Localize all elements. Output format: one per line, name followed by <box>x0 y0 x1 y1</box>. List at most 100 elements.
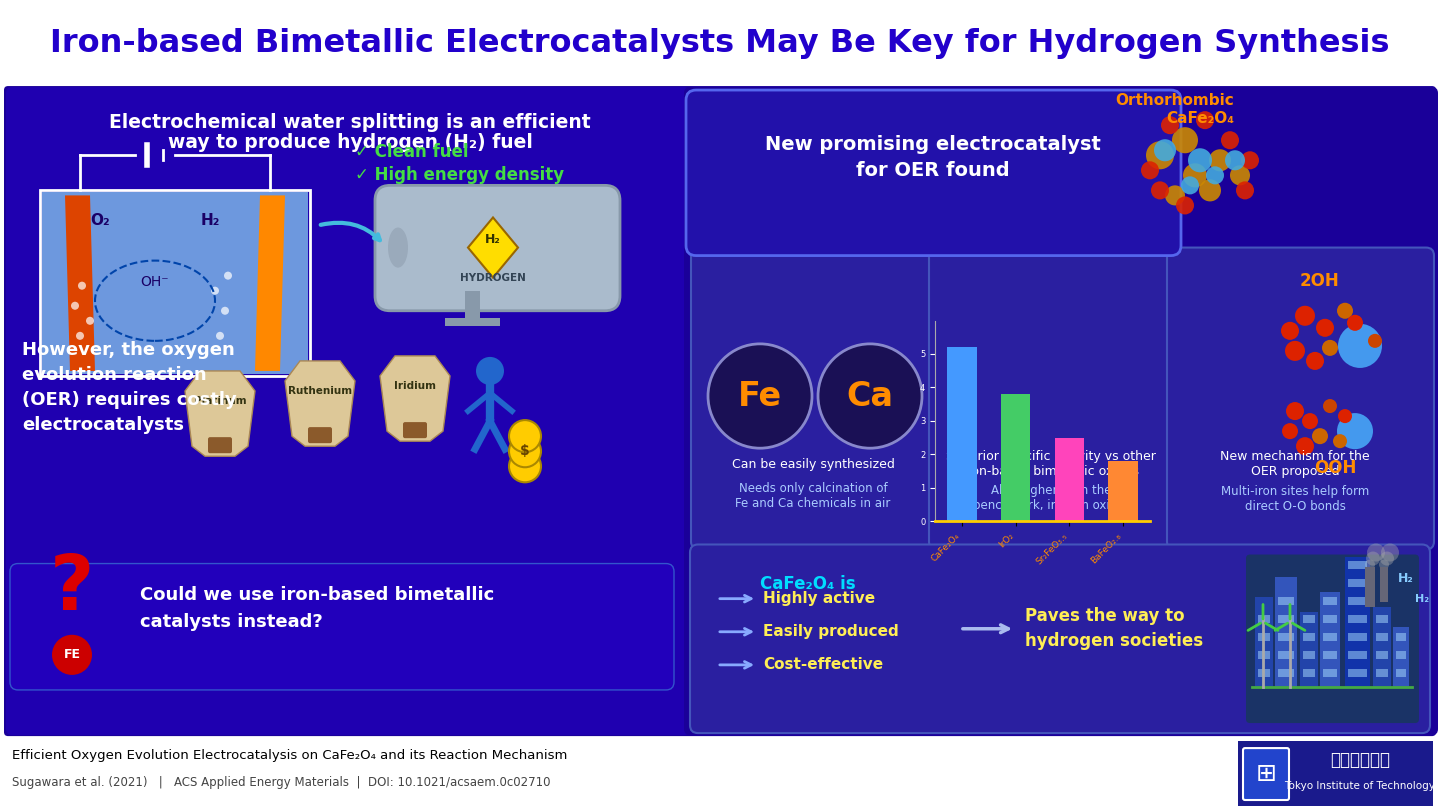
Text: Tokyo Institute of Technology: Tokyo Institute of Technology <box>1284 781 1436 791</box>
Bar <box>1001 394 1031 522</box>
Circle shape <box>220 307 229 315</box>
Circle shape <box>1336 303 1354 319</box>
Circle shape <box>1181 177 1200 194</box>
Circle shape <box>1323 399 1336 413</box>
Bar <box>1279 650 1295 659</box>
Circle shape <box>1161 116 1179 134</box>
Text: ✓ High energy density: ✓ High energy density <box>356 166 564 185</box>
Bar <box>1323 650 1336 659</box>
Text: Paves the way to
hydrogen societies: Paves the way to hydrogen societies <box>1025 608 1204 650</box>
Circle shape <box>1368 334 1382 347</box>
Bar <box>1377 669 1388 677</box>
Circle shape <box>1367 552 1380 565</box>
FancyBboxPatch shape <box>308 427 333 443</box>
Circle shape <box>1338 409 1352 423</box>
Bar <box>1348 650 1367 659</box>
Text: CaFe₂O₄ is: CaFe₂O₄ is <box>760 574 855 593</box>
Polygon shape <box>184 371 255 456</box>
Bar <box>1380 566 1388 602</box>
Bar <box>1365 566 1375 607</box>
Bar <box>1303 650 1315 659</box>
Text: Needs only calcination of
Fe and Ca chemicals in air: Needs only calcination of Fe and Ca chem… <box>736 482 891 510</box>
FancyBboxPatch shape <box>42 193 308 374</box>
Bar <box>1348 561 1367 569</box>
FancyBboxPatch shape <box>1246 555 1418 723</box>
Text: Could we use iron-based bimetallic
catalysts instead?: Could we use iron-based bimetallic catal… <box>140 586 494 631</box>
FancyBboxPatch shape <box>690 544 1430 733</box>
Circle shape <box>1176 196 1194 215</box>
Circle shape <box>1184 164 1207 187</box>
Circle shape <box>1221 131 1238 149</box>
Circle shape <box>508 420 541 452</box>
Circle shape <box>1380 560 1390 569</box>
Circle shape <box>1381 544 1400 561</box>
FancyBboxPatch shape <box>1238 741 1433 806</box>
Circle shape <box>508 450 541 482</box>
Polygon shape <box>255 195 285 371</box>
Circle shape <box>1225 150 1246 170</box>
Text: Platinum: Platinum <box>194 396 246 406</box>
Text: 2OH: 2OH <box>1300 271 1339 290</box>
Bar <box>1303 615 1315 623</box>
Bar <box>1323 597 1336 605</box>
Bar <box>1109 461 1138 522</box>
Circle shape <box>1188 148 1212 173</box>
Circle shape <box>1286 402 1305 420</box>
Circle shape <box>1200 179 1221 202</box>
Text: Easily produced: Easily produced <box>763 625 899 639</box>
Text: Electrochemical water splitting is an efficient: Electrochemical water splitting is an ef… <box>109 113 590 132</box>
Bar <box>1392 627 1408 687</box>
FancyBboxPatch shape <box>6 87 690 735</box>
Text: OOH: OOH <box>1313 459 1356 477</box>
Circle shape <box>1346 315 1364 330</box>
Bar <box>1300 612 1318 687</box>
Circle shape <box>216 332 225 340</box>
Text: Can be easily synthesized: Can be easily synthesized <box>732 458 894 471</box>
Circle shape <box>78 282 86 290</box>
Text: Iridium: Iridium <box>395 381 436 391</box>
Circle shape <box>1367 544 1385 561</box>
Text: Highly active: Highly active <box>763 591 876 606</box>
Bar <box>1259 615 1270 623</box>
Text: OH⁻: OH⁻ <box>141 275 170 288</box>
Bar <box>1377 615 1388 623</box>
Bar <box>1345 556 1369 687</box>
Circle shape <box>1153 139 1176 161</box>
Bar <box>1348 669 1367 677</box>
Circle shape <box>708 344 812 448</box>
Bar <box>1377 633 1388 641</box>
FancyBboxPatch shape <box>403 422 428 438</box>
Text: H₂: H₂ <box>200 214 220 228</box>
Bar <box>1348 597 1367 605</box>
Text: Superior specific activity vs other
iron-based bimetallic oxides: Superior specific activity vs other iron… <box>946 450 1156 478</box>
Circle shape <box>1302 413 1318 429</box>
Text: way to produce hydrogen (H₂) fuel: way to produce hydrogen (H₂) fuel <box>167 133 533 152</box>
FancyBboxPatch shape <box>929 248 1174 549</box>
Text: ⊞: ⊞ <box>1256 762 1276 786</box>
Text: O₂: O₂ <box>91 214 109 228</box>
FancyBboxPatch shape <box>691 248 935 549</box>
Text: New mechanism for the
OER proposed: New mechanism for the OER proposed <box>1220 450 1369 478</box>
Text: H₂: H₂ <box>1398 572 1414 585</box>
Bar <box>1395 650 1405 659</box>
Bar <box>1054 437 1084 522</box>
Circle shape <box>76 332 84 340</box>
Bar <box>1279 615 1295 623</box>
Circle shape <box>1241 151 1259 169</box>
Circle shape <box>1236 181 1254 199</box>
Polygon shape <box>380 356 449 441</box>
Bar <box>1259 633 1270 641</box>
Bar <box>1303 669 1315 677</box>
Circle shape <box>1282 322 1299 340</box>
Text: Iron-based Bimetallic Electrocatalysts May Be Key for Hydrogen Synthesis: Iron-based Bimetallic Electrocatalysts M… <box>50 28 1390 58</box>
Polygon shape <box>65 195 95 371</box>
Text: 東京工業大学: 東京工業大学 <box>1331 751 1390 769</box>
Text: Sugawara et al. (2021)   |   ACS Applied Energy Materials  |  DOI: 10.1021/acsae: Sugawara et al. (2021) | ACS Applied Ene… <box>12 775 550 789</box>
Text: $: $ <box>520 444 530 458</box>
Text: Orthorhombic: Orthorhombic <box>1116 92 1234 108</box>
FancyBboxPatch shape <box>207 437 232 454</box>
FancyBboxPatch shape <box>1166 248 1434 549</box>
Circle shape <box>225 271 232 279</box>
Text: ?: ? <box>50 552 94 625</box>
Text: H₂: H₂ <box>1416 594 1428 603</box>
